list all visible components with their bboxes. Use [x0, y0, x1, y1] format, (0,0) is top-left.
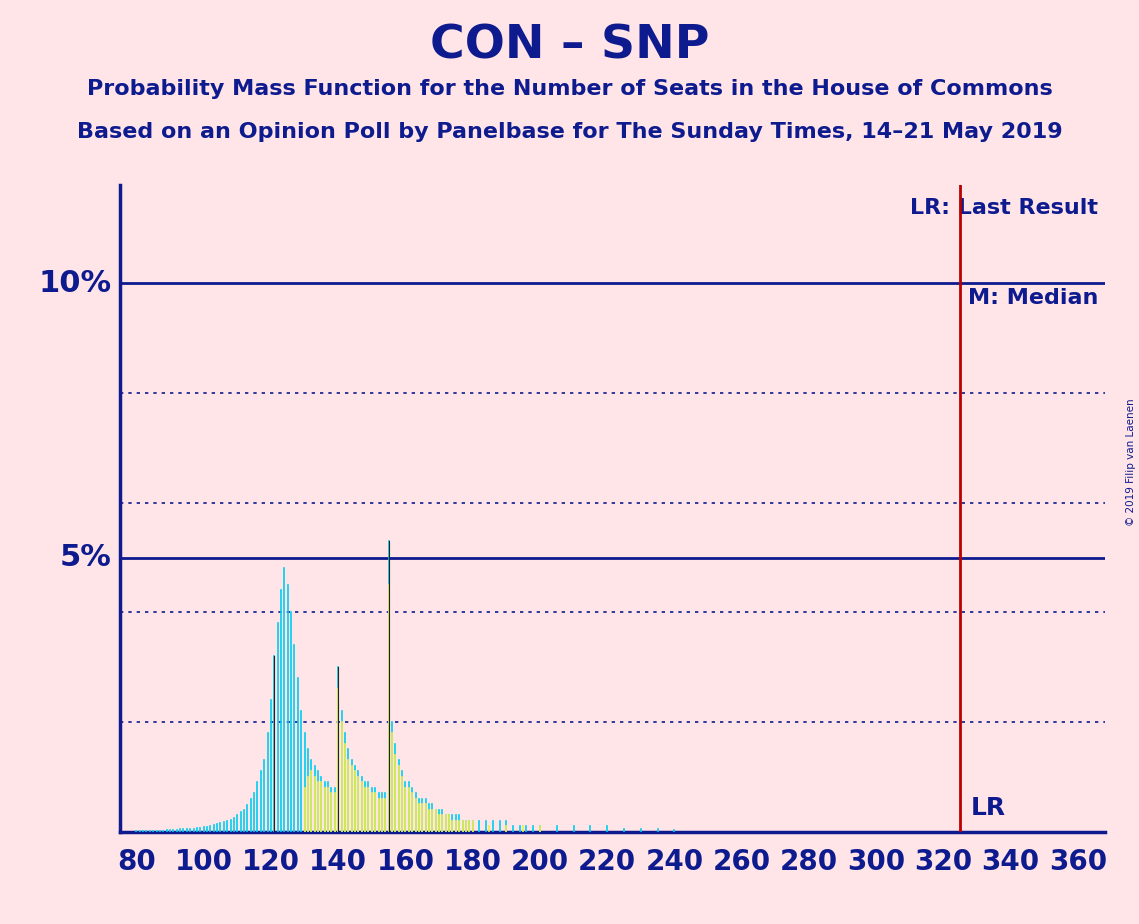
Text: CON – SNP: CON – SNP — [429, 23, 710, 68]
Text: Probability Mass Function for the Number of Seats in the House of Commons: Probability Mass Function for the Number… — [87, 79, 1052, 99]
Text: 10%: 10% — [39, 269, 112, 298]
Text: © 2019 Filip van Laenen: © 2019 Filip van Laenen — [1126, 398, 1136, 526]
Text: M: Median: M: Median — [968, 288, 1098, 309]
Text: Based on an Opinion Poll by Panelbase for The Sunday Times, 14–21 May 2019: Based on an Opinion Poll by Panelbase fo… — [76, 122, 1063, 142]
Text: 5%: 5% — [60, 543, 112, 572]
Text: LR: LR — [970, 796, 1006, 820]
Text: LR: Last Result: LR: Last Result — [910, 198, 1098, 218]
